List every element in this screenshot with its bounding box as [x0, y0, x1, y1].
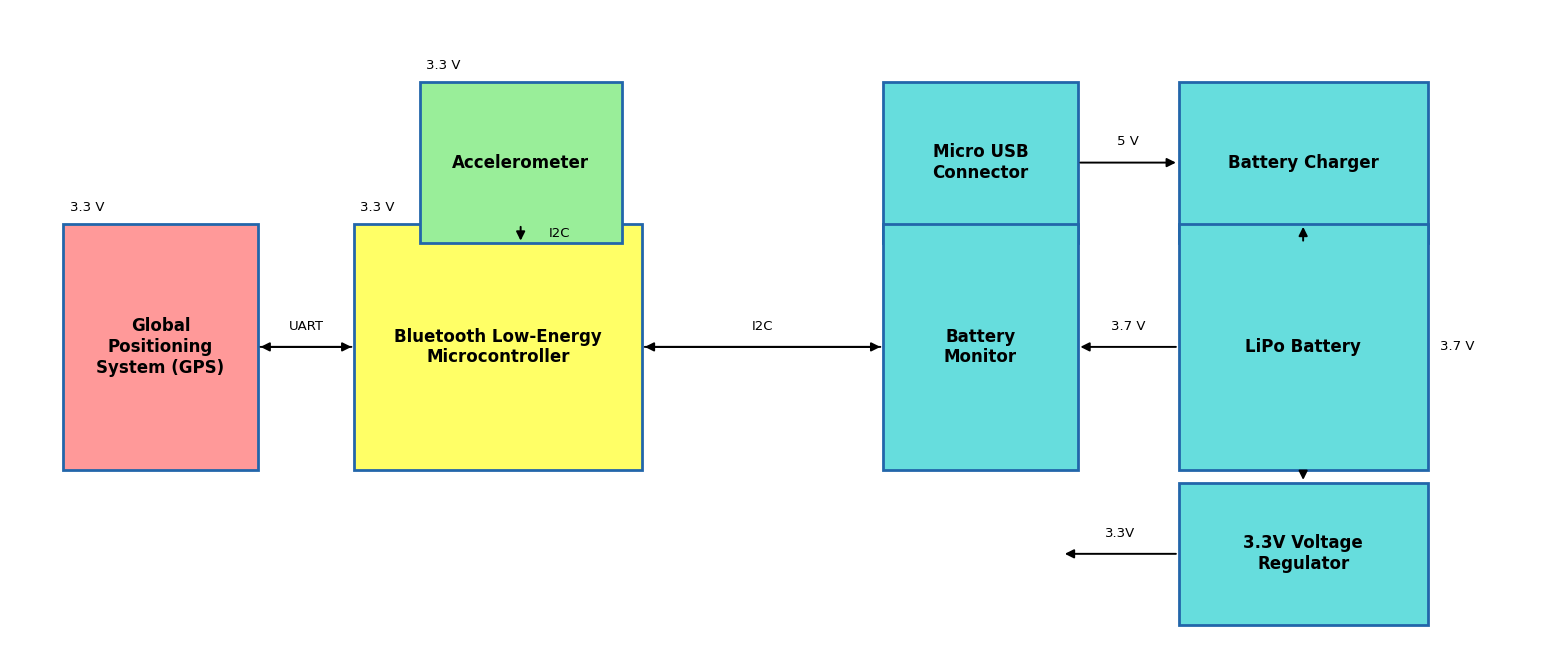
- Text: 3.3V: 3.3V: [1106, 527, 1135, 540]
- FancyBboxPatch shape: [353, 224, 641, 470]
- Text: 3.3 V: 3.3 V: [69, 201, 103, 214]
- Text: Accelerometer: Accelerometer: [452, 154, 590, 172]
- FancyBboxPatch shape: [1179, 483, 1428, 625]
- Text: I2C: I2C: [549, 227, 571, 240]
- Text: UART: UART: [288, 320, 324, 333]
- Text: 3.7 V: 3.7 V: [1440, 341, 1475, 354]
- FancyBboxPatch shape: [1179, 82, 1428, 244]
- Text: 3.3 V: 3.3 V: [360, 201, 396, 214]
- Text: Micro USB
Connector: Micro USB Connector: [932, 143, 1029, 182]
- Text: 3.7 V: 3.7 V: [1110, 320, 1145, 333]
- Text: Battery Charger: Battery Charger: [1228, 154, 1378, 172]
- Text: I2C: I2C: [752, 320, 773, 333]
- FancyBboxPatch shape: [884, 224, 1078, 470]
- Text: 3.3V Voltage
Regulator: 3.3V Voltage Regulator: [1243, 534, 1362, 573]
- Text: Bluetooth Low-Energy
Microcontroller: Bluetooth Low-Energy Microcontroller: [394, 328, 602, 366]
- Text: Global
Positioning
System (GPS): Global Positioning System (GPS): [97, 317, 225, 377]
- Text: Battery
Monitor: Battery Monitor: [943, 328, 1017, 366]
- FancyBboxPatch shape: [1179, 224, 1428, 470]
- Text: 5 V: 5 V: [1117, 136, 1139, 149]
- FancyBboxPatch shape: [884, 82, 1078, 244]
- FancyBboxPatch shape: [419, 82, 622, 244]
- FancyBboxPatch shape: [63, 224, 258, 470]
- Text: LiPo Battery: LiPo Battery: [1245, 338, 1361, 356]
- Text: 3.3 V: 3.3 V: [425, 59, 460, 72]
